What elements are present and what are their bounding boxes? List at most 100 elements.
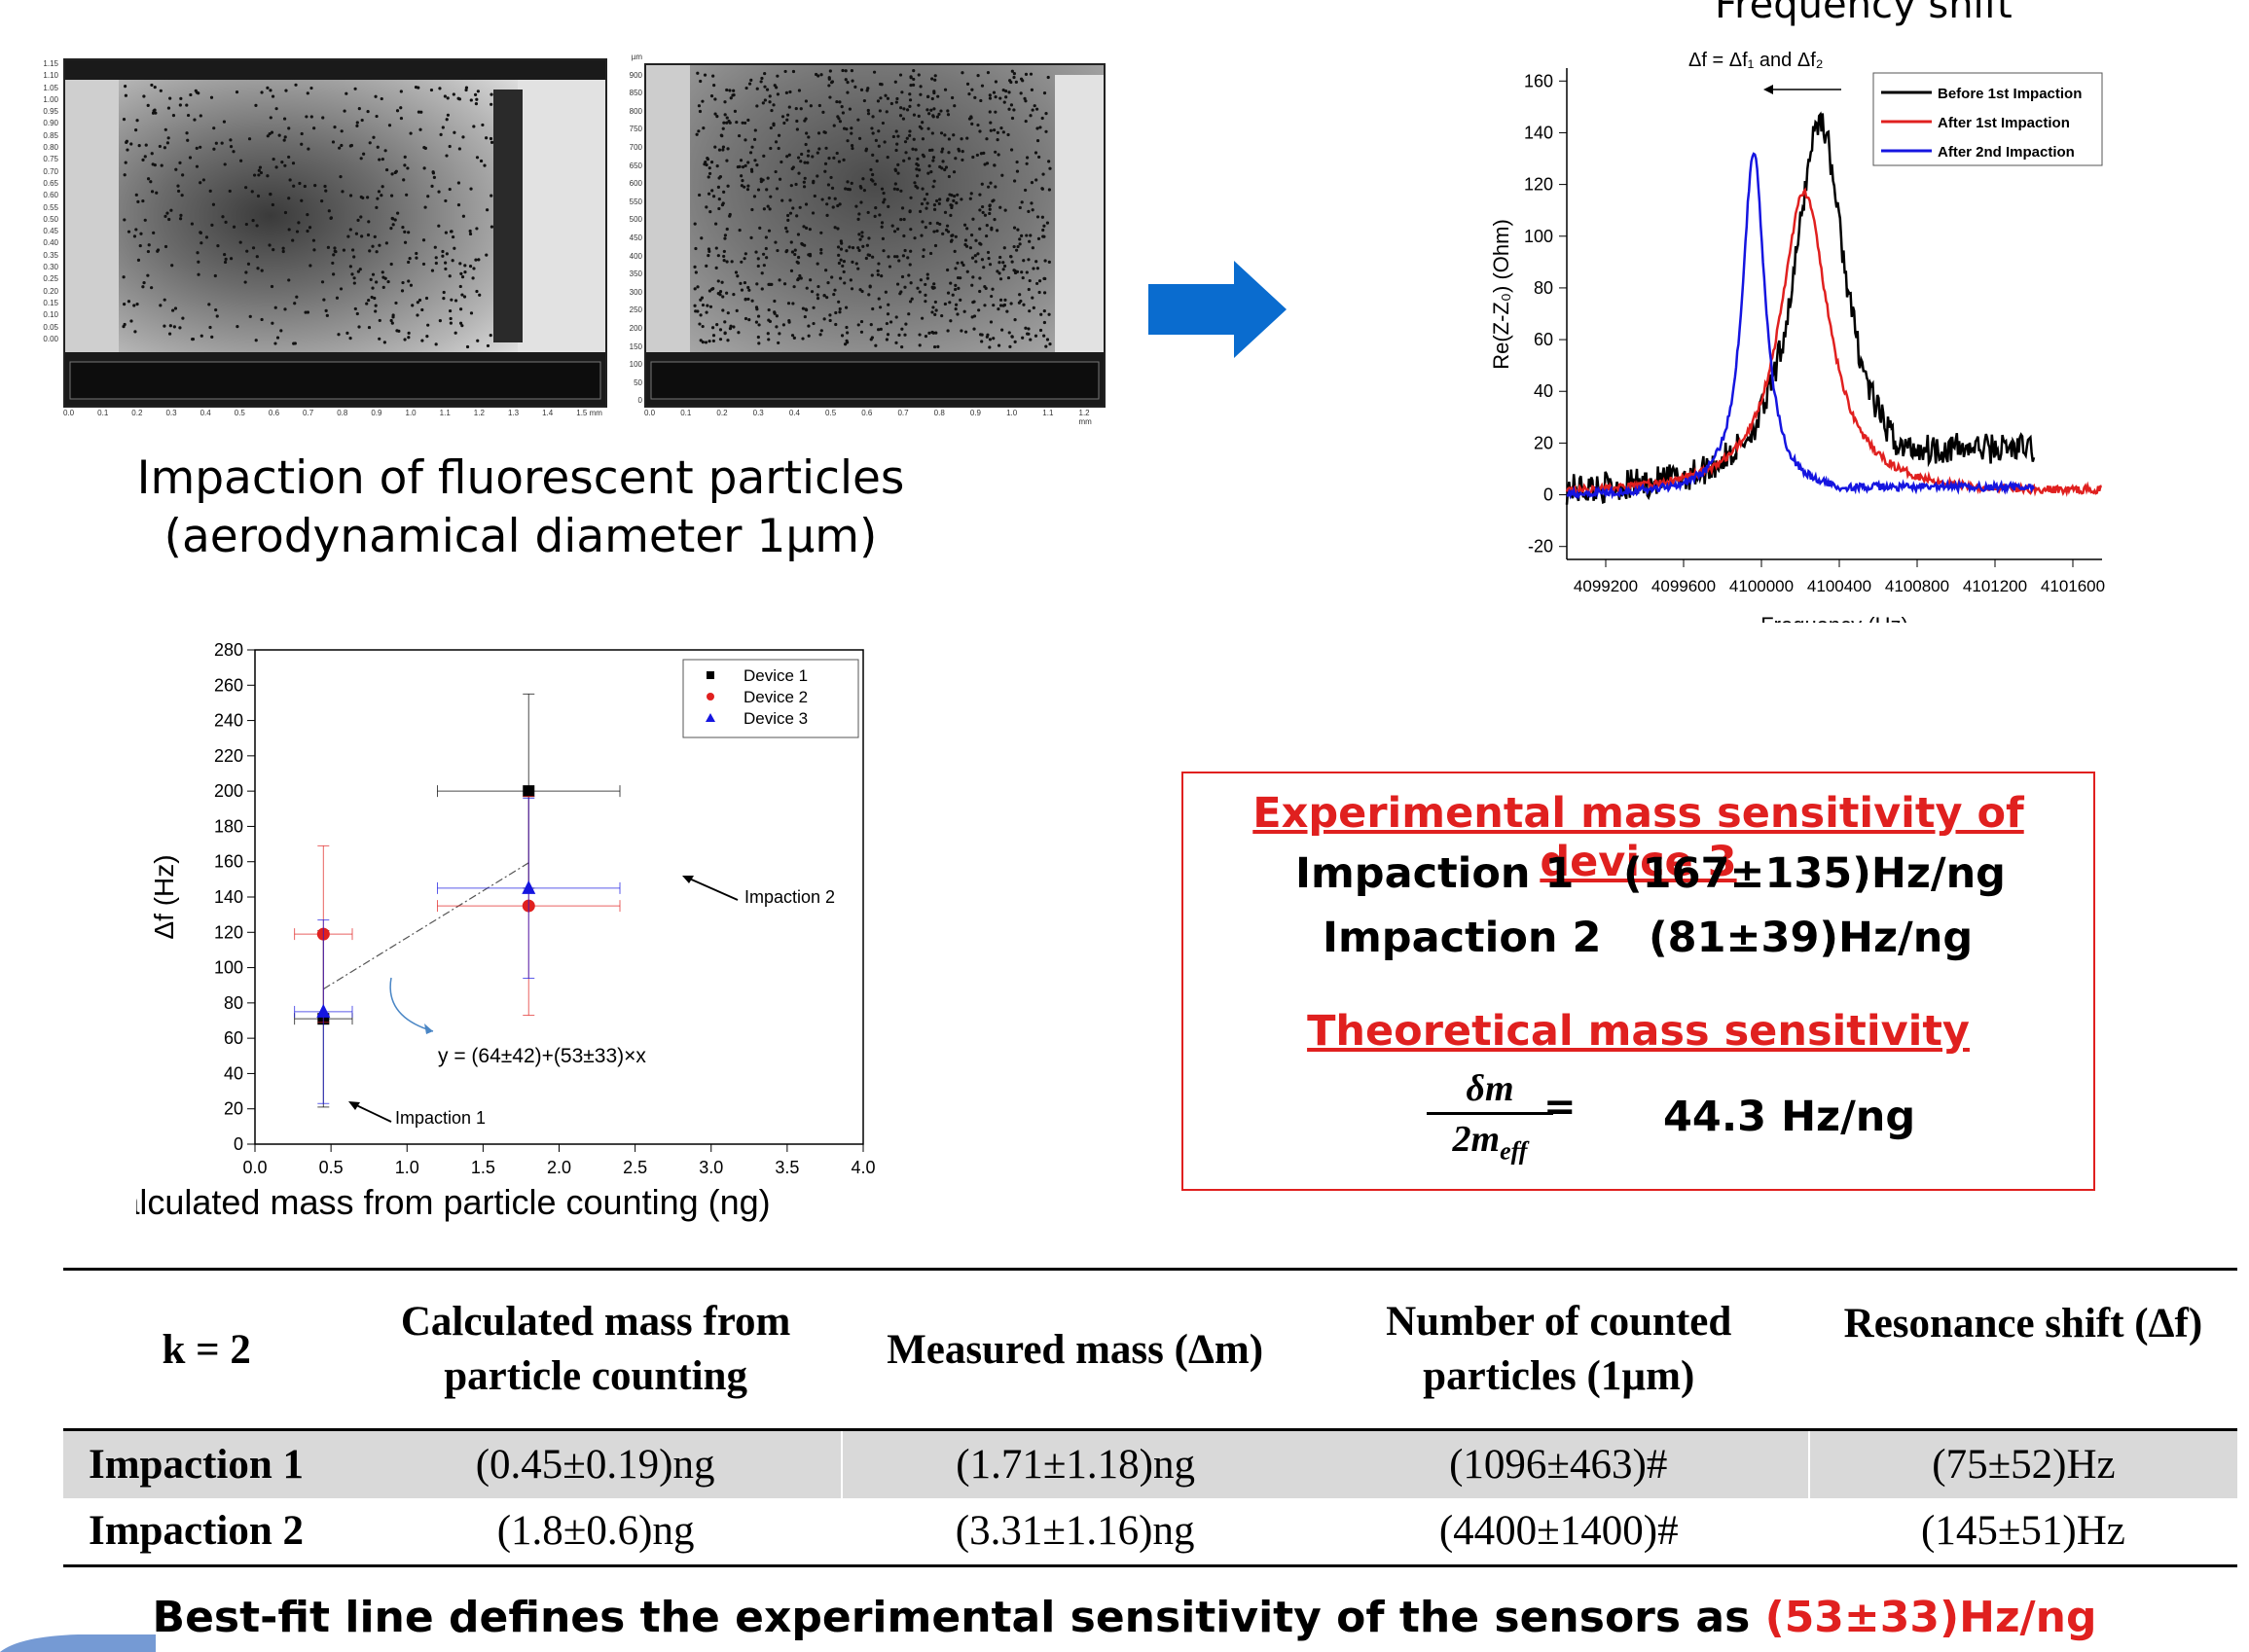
particle-dot <box>725 121 729 125</box>
particle-dot <box>737 331 741 335</box>
particle-dot <box>895 282 900 286</box>
particle-dot <box>931 305 935 309</box>
particle-dot <box>335 296 340 300</box>
particle-dot <box>930 148 934 152</box>
sensitivity-row-2-value: (81±39)Hz/ng <box>1649 914 1974 962</box>
particle-dot <box>1004 95 1008 99</box>
particle-dot <box>929 170 933 174</box>
particle-dot <box>1029 114 1033 118</box>
axis-tick-label: 0.6 <box>268 409 280 417</box>
particle-dot <box>763 85 767 89</box>
particle-dot <box>715 164 719 168</box>
particle-dot <box>903 285 907 289</box>
particle-dot <box>271 321 274 325</box>
results-table: k = 2 Calculated mass from particle coun… <box>63 1268 2237 1567</box>
particle-dot <box>445 118 449 122</box>
fit-pointer-arrow <box>389 977 434 1032</box>
particle-dot <box>737 133 742 138</box>
particle-dot <box>850 126 853 130</box>
particle-dot <box>946 230 951 233</box>
particle-dot <box>938 198 942 201</box>
particle-dot <box>322 298 326 302</box>
particle-dot <box>940 313 944 318</box>
particle-dot <box>744 163 747 168</box>
particle-dot <box>383 149 387 153</box>
particle-dot <box>979 98 983 103</box>
particle-dot <box>472 125 476 128</box>
sensitivity-row-2: Impaction 2 <box>1323 914 1601 962</box>
axis-tick-label: 0.3 <box>165 409 177 417</box>
particle-dot <box>490 194 493 198</box>
particle-dot <box>909 76 913 80</box>
particle-dot <box>909 83 913 88</box>
axis-tick-label: 0.2 <box>131 409 143 417</box>
particle-dot <box>988 207 992 211</box>
particle-dot <box>446 96 450 100</box>
particle-dot <box>476 90 480 93</box>
header-k: k = 2 <box>162 1326 251 1373</box>
particle-dot <box>762 264 766 268</box>
particle-dot <box>1038 126 1042 129</box>
particle-dot <box>125 139 129 143</box>
particle-dot <box>153 85 157 90</box>
particle-dot <box>476 339 480 342</box>
particle-dot <box>1046 75 1050 80</box>
particle-dot <box>981 210 985 215</box>
particle-dot <box>926 126 930 130</box>
particle-dot <box>308 264 312 268</box>
particle-dot <box>825 213 829 217</box>
particle-dot <box>179 213 183 217</box>
particle-dot <box>764 235 768 239</box>
axis-tick-label: 0.2 <box>716 409 728 417</box>
particle-dot <box>932 286 936 290</box>
particle-dot <box>1039 312 1043 316</box>
particle-dot <box>196 251 200 255</box>
particle-dot <box>701 99 705 103</box>
particle-dot <box>836 227 840 231</box>
particle-dot <box>378 337 381 341</box>
particle-dot <box>287 278 291 282</box>
particle-dot <box>1010 116 1015 121</box>
particle-dot <box>787 153 791 157</box>
particle-dot <box>816 293 819 297</box>
particle-dot <box>723 236 727 240</box>
particle-dot <box>394 169 398 173</box>
particle-dot <box>828 318 832 323</box>
particle-dot <box>150 152 154 156</box>
particle-dot <box>444 261 448 265</box>
particle-dot <box>367 298 371 303</box>
particle-dot <box>728 212 732 217</box>
particle-dot <box>850 287 854 291</box>
particle-dot <box>339 175 343 179</box>
axis-tick-label: 0.90 <box>43 119 58 128</box>
bottom-note-highlight: (53±33)Hz/ng <box>1764 1593 2097 1642</box>
y-tick-label: 180 <box>214 816 243 836</box>
particle-dot <box>703 73 707 77</box>
particle-dot <box>922 254 925 259</box>
particle-dot <box>1020 233 1024 238</box>
particle-dot <box>430 184 434 188</box>
particle-dot <box>953 194 957 198</box>
axis-tick-label: 0.1 <box>97 409 109 417</box>
particle-dot <box>843 281 847 285</box>
particle-dot <box>969 192 973 196</box>
particle-dot <box>390 321 394 325</box>
particle-dot <box>898 114 903 118</box>
x-tick-label: 0.0 <box>242 1158 267 1177</box>
particle-dot <box>812 321 816 326</box>
particle-dot <box>272 157 275 162</box>
particle-dot <box>816 297 820 301</box>
particle-dot <box>827 196 831 200</box>
particle-dot <box>968 197 972 200</box>
particle-dot <box>166 106 171 110</box>
particle-dot <box>948 301 952 305</box>
x-tick-label: 4101600 <box>2041 577 2105 595</box>
particle-dot <box>700 296 705 300</box>
particle-dot <box>917 73 921 77</box>
y-tick-label: 160 <box>1524 71 1553 90</box>
particle-dot <box>899 290 903 294</box>
particle-dot <box>401 280 405 285</box>
particle-dot <box>730 260 734 264</box>
particle-dot <box>324 308 328 312</box>
particle-dot <box>795 119 799 124</box>
